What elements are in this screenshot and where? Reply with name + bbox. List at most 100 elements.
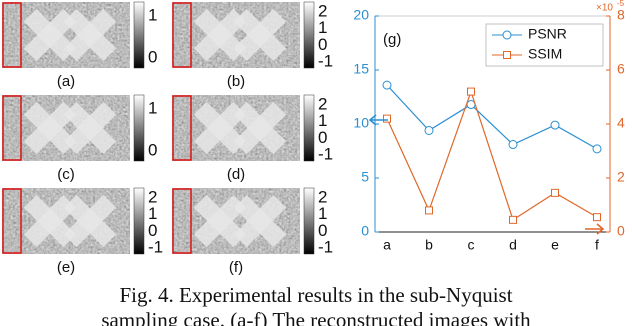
series-line: [386, 89, 598, 221]
y2-tick-label: 8: [617, 7, 625, 23]
point: [509, 215, 517, 224]
y-tick-label: 20: [353, 7, 369, 23]
point: [383, 114, 391, 123]
legend-marker: [503, 51, 511, 59]
x-tick-label: d: [509, 237, 517, 253]
colorbar-tick-label: 0: [318, 221, 327, 240]
y2-tick-label: 2: [617, 169, 625, 185]
region-box: [172, 2, 192, 68]
x-tick-label: c: [468, 237, 475, 253]
colorbar-tick-label: 0: [148, 47, 157, 66]
region-box: [172, 95, 192, 161]
x-tick-label: f: [595, 237, 599, 253]
axis-arrow: [368, 114, 388, 126]
image-panel: 210-1 (f): [172, 187, 333, 276]
colorbar: [133, 187, 145, 255]
colorbar-tick-label: 0: [318, 35, 327, 54]
image-panel: 210-1 (b): [172, 1, 333, 90]
x-tick-label: e: [551, 237, 559, 253]
line-chart: 0 5 10 15 20 0 2 4 6 8 ×10 -5 a b c d e f (g) PSNR SSIM: [353, 0, 625, 253]
caption-line: sampling case. (a-f) The reconstructed i…: [101, 308, 531, 326]
colorbar: [303, 94, 315, 162]
panel-label: (a): [57, 73, 75, 90]
y2-tick-label: 6: [617, 61, 625, 77]
image-shape: [63, 194, 117, 248]
region-box: [2, 95, 22, 161]
image-panels: 10(a)210-1(b)10(c)210-1(d)210-1(e)210-1(…: [2, 1, 333, 276]
y-tick-label: 15: [353, 61, 369, 77]
image-panel: 210-1 (d): [172, 94, 333, 183]
point: [424, 125, 434, 135]
region-box: [2, 188, 22, 254]
panel-label: (b): [227, 73, 245, 90]
panel-label: (d): [227, 166, 245, 183]
y-tick-label: 10: [353, 115, 369, 131]
colorbar: [303, 1, 315, 69]
colorbar-tick-label: -1: [148, 237, 163, 256]
colorbar-tick-label: 0: [148, 140, 157, 159]
chart-label: (g): [383, 31, 401, 48]
panel-label: (e): [57, 259, 75, 276]
x-tick-label: b: [425, 237, 433, 253]
point: [550, 120, 560, 130]
colorbar-tick-label: 0: [148, 221, 157, 240]
point: [467, 87, 475, 96]
colorbar-tick-label: 1: [148, 5, 157, 24]
image-shape: [63, 101, 117, 155]
plot-area: [374, 15, 611, 233]
series-line: [386, 84, 598, 150]
image-shape: [193, 194, 247, 248]
point: [551, 188, 559, 197]
image-shape: [233, 101, 287, 155]
colorbar-tick-label: -1: [318, 237, 333, 256]
colorbar-tick-label: 1: [318, 111, 327, 130]
y2-tick-label: 4: [617, 115, 625, 131]
legend-label: PSNR: [528, 26, 567, 42]
region-box: [172, 188, 192, 254]
y2-tick-label: 0: [617, 223, 625, 239]
colorbar-tick-label: 2: [318, 187, 327, 206]
image-shape: [63, 8, 117, 62]
colorbar-tick-label: -1: [318, 51, 333, 70]
colorbar-tick-label: -1: [318, 144, 333, 163]
caption-line: Fig. 4. Experimental results in the sub-…: [119, 283, 512, 307]
panel-label: (f): [229, 259, 243, 276]
legend-box: [485, 23, 604, 67]
panel-label: (c): [57, 166, 75, 183]
legend-label: SSIM: [528, 46, 562, 62]
y-tick-label: 0: [361, 223, 369, 239]
colorbar-tick-label: 2: [318, 94, 327, 113]
colorbar-tick-label: 1: [148, 98, 157, 117]
colorbar: [133, 94, 145, 162]
colorbar: [303, 187, 315, 255]
image-shape: [193, 101, 247, 155]
point: [592, 144, 602, 154]
image-shape: [23, 194, 77, 248]
legend-marker: [502, 30, 512, 40]
colorbar-tick-label: 1: [318, 18, 327, 37]
point: [382, 80, 392, 90]
colorbar-tick-label: 2: [318, 1, 327, 20]
y-tick-label: 5: [361, 169, 369, 185]
point: [425, 206, 433, 215]
image-panel: 210-1 (e): [2, 187, 163, 276]
image-panel: 1 0 (a): [2, 1, 157, 90]
point: [593, 213, 601, 222]
colorbar-tick-label: 1: [148, 204, 157, 223]
image-shape: [233, 194, 287, 248]
image-shape: [23, 101, 77, 155]
region-box: [2, 2, 22, 68]
x-tick-label: a: [383, 237, 391, 253]
image-panel: 1 0 (c): [2, 94, 157, 183]
point: [508, 140, 518, 150]
y2-multiplier: ×10: [596, 3, 613, 14]
y2-exponent: -5: [617, 0, 625, 8]
axis-arrow: [585, 223, 605, 235]
colorbar: [133, 1, 145, 69]
image-shape: [193, 8, 247, 62]
colorbar-tick-label: 1: [318, 204, 327, 223]
image-shape: [23, 8, 77, 62]
image-shape: [233, 8, 287, 62]
